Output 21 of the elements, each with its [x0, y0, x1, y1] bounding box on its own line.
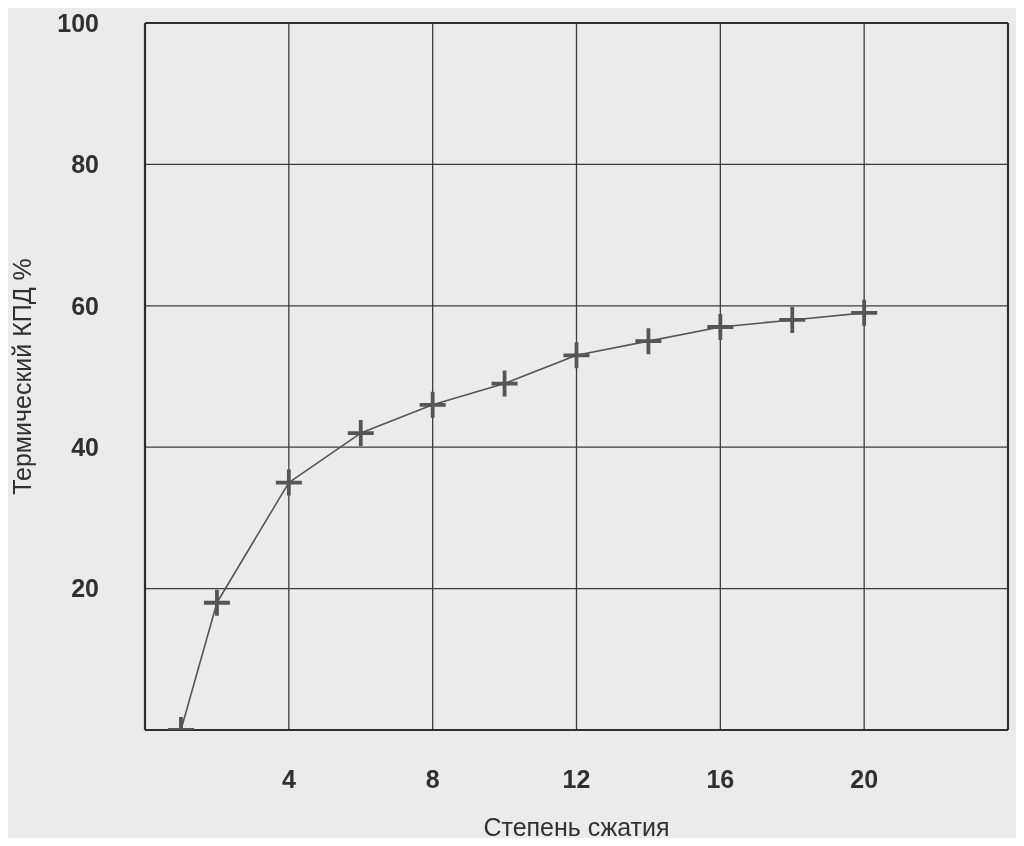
point [419, 391, 446, 418]
point [707, 314, 734, 341]
point [563, 342, 590, 369]
point [275, 469, 302, 496]
y-tick-label: 80 [71, 150, 99, 179]
y-tick-label: 100 [57, 8, 99, 37]
y-axis-title: Термический КПД % [7, 258, 36, 495]
x-tick-label: 8 [425, 764, 440, 793]
x-tick-label: 20 [850, 764, 879, 793]
x-tick-label: 16 [706, 764, 735, 793]
y-tick-label: 20 [71, 574, 99, 603]
y-tick-label: 60 [71, 291, 99, 320]
y-tick-label: 40 [71, 433, 99, 462]
x-tick-label: 4 [281, 764, 296, 793]
point [635, 328, 662, 355]
x-tick-label: 12 [562, 764, 591, 793]
x-axis-title: Степень сжатия [483, 813, 670, 841]
point [851, 299, 878, 326]
point [347, 420, 374, 447]
point [779, 306, 806, 333]
point [203, 589, 230, 616]
